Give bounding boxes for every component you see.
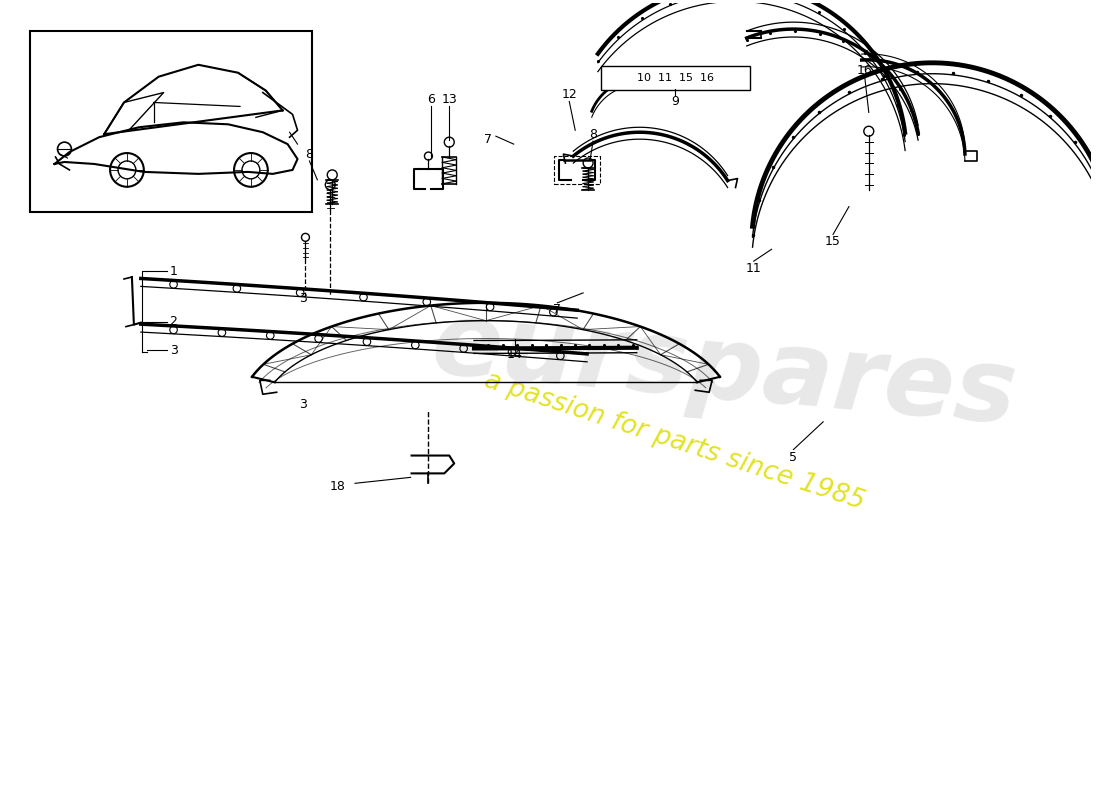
Text: 1: 1 — [169, 265, 177, 278]
Text: 7: 7 — [553, 303, 561, 316]
Text: 12: 12 — [561, 88, 578, 101]
Text: 3: 3 — [299, 292, 307, 306]
Text: 11: 11 — [746, 262, 761, 274]
Text: 7: 7 — [484, 133, 492, 146]
Text: eurspares: eurspares — [427, 294, 1021, 446]
Text: 14: 14 — [507, 348, 522, 361]
Text: 8: 8 — [306, 147, 313, 161]
Text: 8: 8 — [590, 128, 597, 141]
Text: 13: 13 — [441, 93, 458, 106]
Text: 3: 3 — [169, 344, 177, 357]
Text: 2: 2 — [169, 315, 177, 328]
Text: 18: 18 — [329, 480, 345, 493]
FancyBboxPatch shape — [30, 31, 312, 211]
Text: 15: 15 — [825, 235, 842, 248]
Text: a passion for parts since 1985: a passion for parts since 1985 — [481, 368, 868, 515]
Text: 9: 9 — [671, 95, 680, 108]
Text: 3: 3 — [299, 398, 307, 411]
Text: 10  11  15  16: 10 11 15 16 — [637, 73, 714, 82]
FancyBboxPatch shape — [601, 66, 750, 90]
Text: 6: 6 — [428, 93, 436, 106]
Text: 5: 5 — [790, 451, 798, 464]
Text: 16: 16 — [857, 64, 872, 78]
